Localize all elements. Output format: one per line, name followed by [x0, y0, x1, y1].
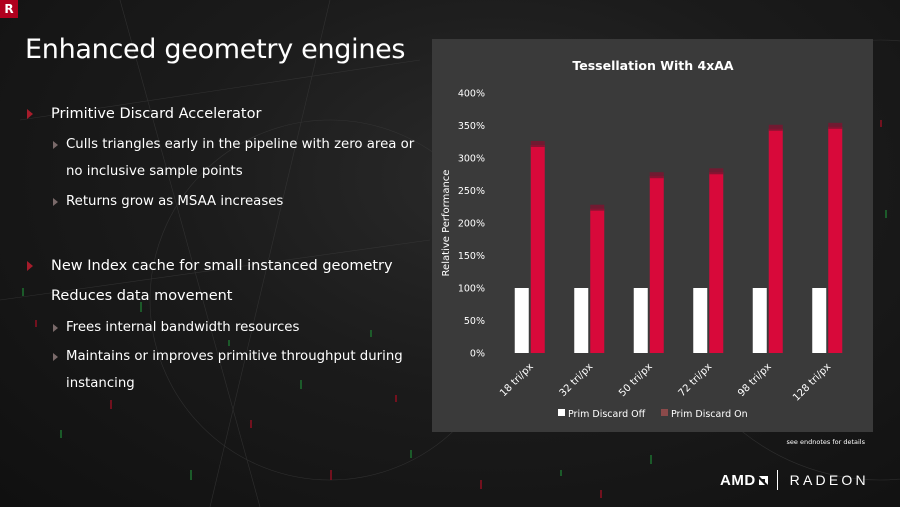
bar-prim-discard-off [574, 288, 589, 353]
bar-prim-discard-off [693, 288, 708, 353]
y-tick-label: 50% [464, 316, 485, 327]
bar-prim-discard-on [590, 208, 605, 353]
bullet-arrow-icon [27, 261, 33, 271]
bar-prim-discard-on [709, 172, 724, 353]
chart-title: Tessellation With 4xAA [572, 58, 734, 73]
y-tick-label: 200% [458, 219, 485, 230]
sub-bullet-item: Frees internal bandwidth resources [66, 320, 300, 335]
bar-prim-discard-off [514, 288, 529, 353]
bar-prim-discard-on [530, 145, 545, 353]
legend-swatch-off [558, 409, 565, 416]
legend-label-on: Prim Discard On [671, 409, 748, 420]
x-tick-label: 72 tri/px [677, 361, 715, 399]
bar-prim-discard-off [812, 288, 827, 353]
bar-prim-discard-off [633, 288, 648, 353]
amd-arrow-icon [758, 475, 768, 485]
y-tick-label: 350% [458, 121, 485, 132]
bar-top-cap [828, 122, 843, 129]
sub-bullet-arrow-icon [53, 198, 58, 206]
sub-bullet-arrow-icon [53, 141, 58, 149]
y-tick-label: 150% [458, 251, 485, 262]
bar-prim-discard-on [768, 128, 783, 353]
y-tick-label: 100% [458, 284, 485, 295]
legend-swatch-on [661, 409, 668, 416]
y-tick-label: 0% [470, 349, 485, 360]
bar-top-cap [709, 168, 724, 175]
slide-title: Enhanced geometry engines [25, 34, 406, 65]
sub-bullet-arrow-icon [53, 324, 58, 332]
x-tick-label: 32 tri/px [558, 361, 596, 399]
y-tick-label: 250% [458, 186, 485, 197]
chart-panel: Tessellation With 4xAA 0% 50% 100% 150% 200% 2… [432, 39, 873, 432]
bar-top-cap [530, 141, 545, 147]
bar-top-cap [649, 172, 664, 179]
sub-bullet-arrow-icon [53, 353, 58, 361]
bullet-item: Primitive Discard Accelerator [51, 106, 262, 122]
brand-logo: AMD RADEON [720, 469, 869, 491]
endnote-text: see endnotes for details [786, 438, 865, 446]
bar-prim-discard-off [752, 288, 767, 353]
y-tick-label: 400% [458, 89, 485, 100]
x-tick-label: 128 tri/px [791, 361, 833, 403]
bullet-arrow-icon [27, 109, 33, 119]
bar-prim-discard-on [649, 176, 664, 353]
radeon-wordmark: RADEON [789, 472, 869, 488]
x-tick-label: 50 tri/px [617, 361, 655, 399]
sub-bullet-item: no inclusive sample points [66, 164, 243, 179]
sub-bullet-item: Culls triangles early in the pipeline wi… [66, 137, 415, 152]
bullet-item: Reduces data movement [51, 288, 233, 304]
corner-logo: R [0, 0, 18, 18]
y-tick-label: 300% [458, 154, 485, 165]
bar-top-cap [768, 124, 783, 131]
bar-chart: Tessellation With 4xAA 0% 50% 100% 150% 200% 2… [441, 58, 843, 420]
x-tick-label: 98 tri/px [736, 361, 774, 399]
y-axis-label: Relative Performance [441, 170, 452, 277]
legend-label-off: Prim Discard Off [568, 409, 646, 420]
x-tick-label: 18 tri/px [498, 361, 536, 399]
sub-bullet-item: instancing [66, 376, 135, 391]
amd-wordmark: AMD [720, 471, 756, 489]
bullet-item: New Index cache for small instanced geom… [51, 258, 393, 274]
sub-bullet-item: Maintains or improves primitive throughp… [66, 349, 403, 364]
bar-top-cap [590, 204, 605, 211]
sub-bullet-item: Returns grow as MSAA increases [66, 194, 284, 209]
logo-divider [776, 470, 778, 490]
bar-prim-discard-on [828, 126, 843, 353]
